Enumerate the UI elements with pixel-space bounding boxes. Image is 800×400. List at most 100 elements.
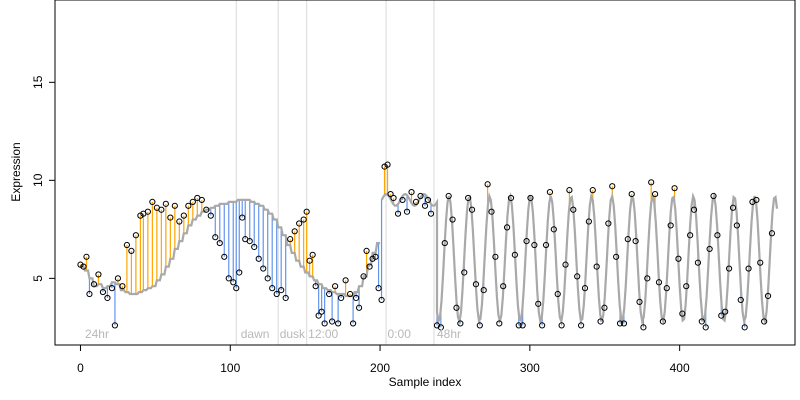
- data-point: [287, 236, 294, 243]
- data-point: [273, 290, 280, 298]
- data-point: [306, 257, 313, 264]
- data-point: [550, 226, 557, 233]
- data-point: [408, 189, 415, 196]
- data-point: [437, 324, 444, 331]
- data-point: [427, 210, 435, 217]
- data-point: [542, 241, 550, 249]
- annotation-label: 24hr: [85, 327, 109, 341]
- data-point: [745, 265, 752, 272]
- data-point: [558, 322, 565, 329]
- data-point: [203, 206, 210, 213]
- data-point: [90, 281, 98, 288]
- data-point: [628, 190, 635, 198]
- data-point: [132, 232, 139, 239]
- data-point: [80, 263, 87, 270]
- annotation-label: 48hr: [437, 327, 461, 341]
- data-point: [246, 238, 253, 245]
- data-point: [123, 241, 131, 249]
- data-point: [171, 202, 178, 209]
- data-point: [667, 222, 674, 229]
- data-point: [768, 230, 776, 237]
- data-point: [698, 318, 705, 325]
- data-point: [609, 183, 616, 190]
- data-point: [239, 214, 246, 221]
- data-point: [158, 206, 165, 213]
- y-axis-title: Expression: [9, 142, 23, 201]
- data-point: [453, 304, 460, 311]
- data-point: [185, 202, 192, 209]
- data-point: [531, 241, 538, 249]
- data-point: [255, 255, 262, 262]
- data-point: [363, 247, 370, 255]
- data-point: [83, 253, 90, 260]
- fit-line: [80, 198, 381, 298]
- data-point: [403, 208, 411, 215]
- data-point: [655, 279, 663, 286]
- x-axis-title: Sample index: [389, 375, 462, 389]
- data-point: [702, 324, 709, 331]
- data-point: [687, 232, 694, 239]
- data-point: [111, 322, 119, 329]
- data-point: [144, 208, 151, 215]
- data-point: [355, 304, 363, 311]
- data-point: [554, 290, 561, 298]
- fit-line: [380, 192, 779, 326]
- data-point: [577, 322, 585, 329]
- data-point: [640, 324, 647, 331]
- data-point: [412, 198, 420, 206]
- annotation-label: dawn: [241, 327, 270, 341]
- data-point: [616, 320, 624, 327]
- data-point: [338, 294, 345, 302]
- data-point: [378, 296, 385, 304]
- data-point: [605, 220, 612, 227]
- data-point: [335, 320, 342, 327]
- data-point: [176, 218, 183, 225]
- data-point: [761, 318, 768, 325]
- data-point: [99, 288, 107, 296]
- data-point: [737, 296, 744, 304]
- data-point: [472, 281, 480, 288]
- data-point: [114, 275, 122, 282]
- data-point: [352, 294, 360, 302]
- data-point: [753, 196, 760, 204]
- data-point: [500, 283, 507, 290]
- data-point: [589, 187, 596, 194]
- data-point: [694, 259, 702, 266]
- point-layer: [77, 161, 776, 331]
- data-point: [104, 294, 111, 302]
- data-point: [360, 273, 367, 280]
- data-point: [86, 290, 93, 298]
- data-point: [511, 251, 518, 258]
- x-tick-label: 300: [520, 361, 540, 375]
- data-point: [95, 271, 102, 278]
- data-point: [710, 192, 717, 200]
- data-point: [624, 236, 631, 243]
- data-point: [535, 300, 542, 307]
- data-point: [309, 251, 316, 258]
- data-point: [329, 318, 336, 325]
- data-point: [149, 198, 156, 206]
- data-point: [189, 198, 196, 206]
- data-point: [162, 200, 169, 207]
- data-point: [303, 208, 310, 215]
- x-tick-label: 0: [77, 361, 84, 375]
- data-point: [488, 208, 495, 215]
- data-point: [457, 320, 464, 327]
- data-point: [296, 220, 303, 227]
- data-point: [326, 290, 333, 298]
- data-point: [387, 190, 394, 198]
- data-point: [424, 196, 432, 204]
- data-point: [480, 287, 487, 294]
- data-point: [394, 210, 402, 217]
- data-point: [342, 277, 349, 284]
- data-point: [312, 283, 319, 290]
- x-tick-label: 200: [370, 361, 390, 375]
- data-point: [375, 285, 382, 292]
- data-point: [718, 312, 725, 319]
- data-point: [574, 273, 581, 280]
- data-point: [515, 322, 522, 329]
- data-point: [527, 194, 534, 202]
- y-tick-label: 15: [31, 75, 45, 89]
- data-point: [260, 265, 267, 272]
